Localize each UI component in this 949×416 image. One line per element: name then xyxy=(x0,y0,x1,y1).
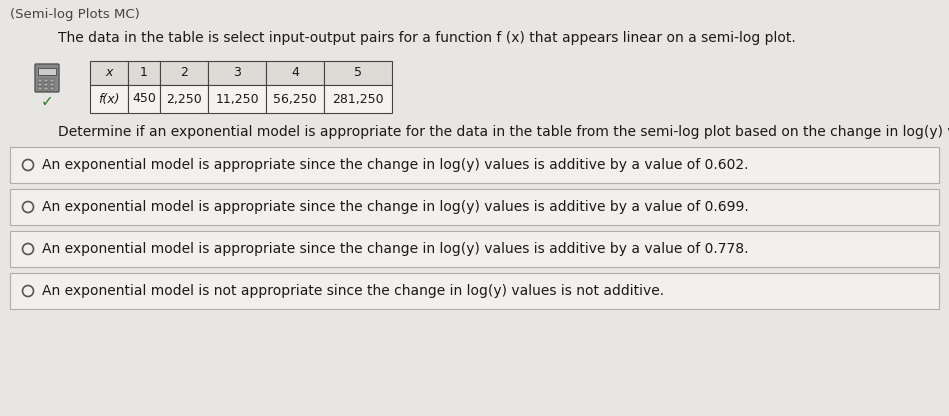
Circle shape xyxy=(23,285,33,297)
Bar xyxy=(38,87,42,90)
Text: An exponential model is appropriate since the change in log(y) values is additiv: An exponential model is appropriate sinc… xyxy=(42,200,749,214)
Text: 281,250: 281,250 xyxy=(332,92,383,106)
Bar xyxy=(38,68,56,75)
Text: 11,250: 11,250 xyxy=(215,92,259,106)
Bar xyxy=(160,85,208,113)
Text: An exponential model is appropriate since the change in log(y) values is additiv: An exponential model is appropriate sinc… xyxy=(42,158,749,172)
Text: 56,250: 56,250 xyxy=(273,92,317,106)
Bar xyxy=(160,61,208,85)
Text: 2: 2 xyxy=(180,67,188,79)
Text: ✓: ✓ xyxy=(41,94,53,109)
Bar xyxy=(208,61,266,85)
Bar xyxy=(50,87,54,90)
Text: x: x xyxy=(105,67,113,79)
Circle shape xyxy=(23,243,33,255)
Bar xyxy=(44,83,48,86)
Bar xyxy=(266,85,324,113)
FancyBboxPatch shape xyxy=(35,64,59,92)
Bar xyxy=(50,79,54,82)
Bar xyxy=(90,61,128,85)
Bar xyxy=(128,61,160,85)
Circle shape xyxy=(23,201,33,213)
Bar xyxy=(10,147,939,183)
Text: 4: 4 xyxy=(291,67,299,79)
Bar xyxy=(90,85,128,113)
Bar xyxy=(10,273,939,309)
Bar xyxy=(266,61,324,85)
Bar xyxy=(324,85,392,113)
Bar xyxy=(10,231,939,267)
Text: An exponential model is appropriate since the change in log(y) values is additiv: An exponential model is appropriate sinc… xyxy=(42,242,749,256)
Text: (Semi-log Plots MC): (Semi-log Plots MC) xyxy=(10,8,140,21)
Text: 5: 5 xyxy=(354,67,362,79)
Text: An exponential model is not appropriate since the change in log(y) values is not: An exponential model is not appropriate … xyxy=(42,284,664,298)
Bar xyxy=(38,79,42,82)
Bar xyxy=(44,79,48,82)
Bar xyxy=(10,189,939,225)
Text: The data in the table is select input-output pairs for a function f (x) that app: The data in the table is select input-ou… xyxy=(58,31,796,45)
Text: 2,250: 2,250 xyxy=(166,92,202,106)
Text: 3: 3 xyxy=(233,67,241,79)
Text: Determine if an exponential model is appropriate for the data in the table from : Determine if an exponential model is app… xyxy=(58,125,949,139)
Bar xyxy=(208,85,266,113)
Bar xyxy=(38,83,42,86)
Bar xyxy=(44,87,48,90)
Text: f(x): f(x) xyxy=(99,92,120,106)
Bar xyxy=(128,85,160,113)
Bar xyxy=(324,61,392,85)
Text: 450: 450 xyxy=(132,92,156,106)
Text: 1: 1 xyxy=(140,67,148,79)
Circle shape xyxy=(23,159,33,171)
Bar xyxy=(50,83,54,86)
